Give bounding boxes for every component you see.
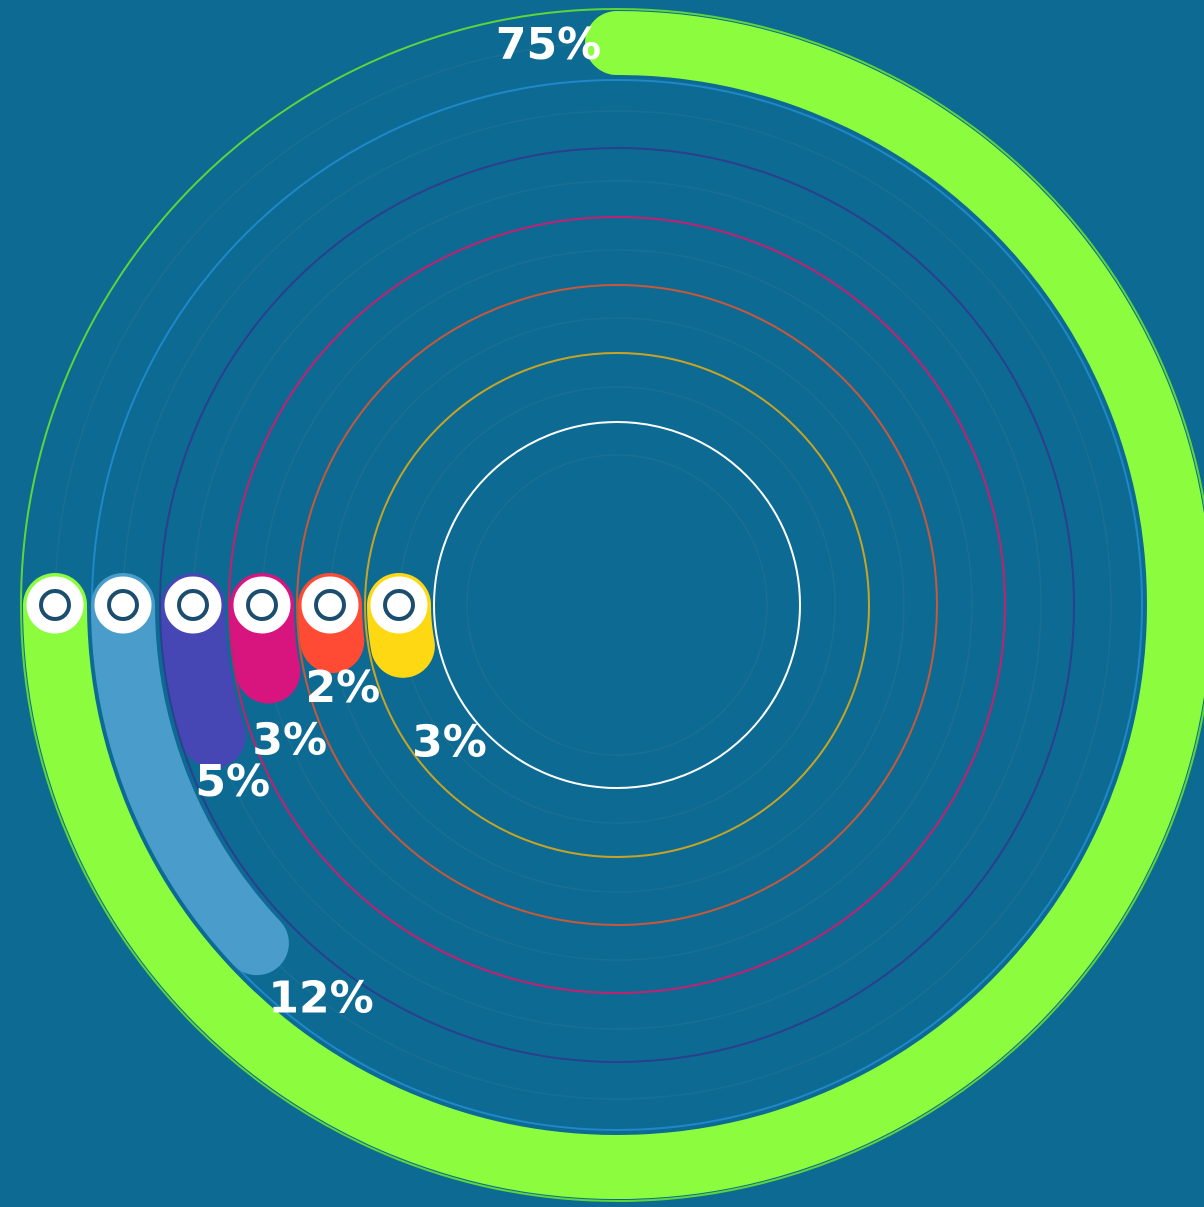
icon-badge [230,573,294,637]
ring [228,216,1006,994]
value-label: 75% [496,19,601,70]
icon-badge [23,573,87,637]
icon [39,589,71,621]
radial-bar [23,11,1204,1199]
icon-badge [91,573,155,637]
radial-bar [91,573,289,976]
value-label: 2% [305,662,380,713]
ring [159,147,1075,1063]
icon [246,589,278,621]
icon-badge [161,573,225,637]
ring [364,352,870,858]
icon [177,589,209,621]
icon-badge [367,573,431,637]
value-label: 12% [268,973,373,1024]
value-label: 3% [252,715,327,766]
value-label: 3% [412,717,487,768]
ring [433,421,801,789]
icon [107,589,139,621]
value-label: 5% [195,756,270,807]
icon [314,589,346,621]
ring [20,8,1204,1202]
ring [296,284,938,926]
icon-badge [298,573,362,637]
icon [383,589,415,621]
